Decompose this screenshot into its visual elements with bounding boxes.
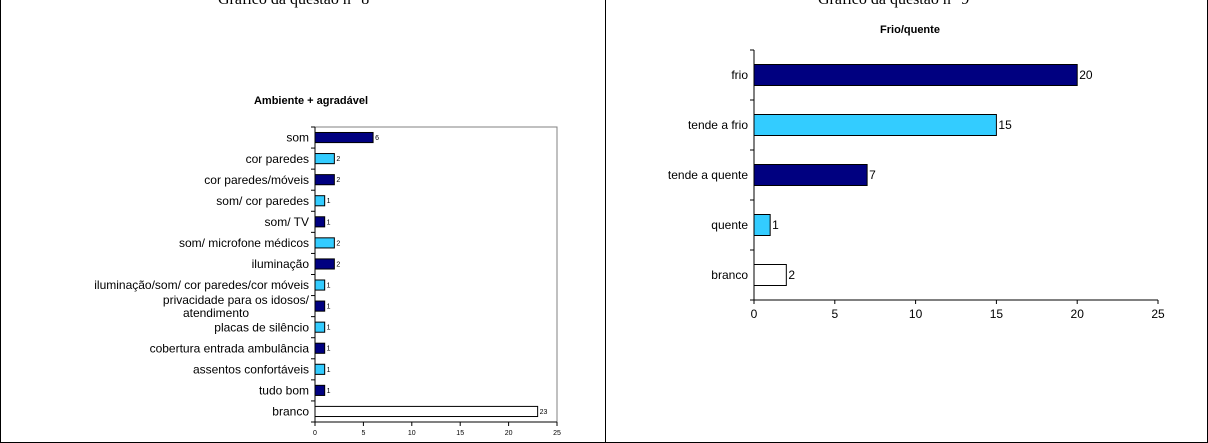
data-label: 2 <box>336 261 340 268</box>
chart-title: Ambiente + agradável <box>254 95 368 107</box>
data-label: 1 <box>327 367 331 374</box>
x-tick-label: 20 <box>1071 307 1085 321</box>
bar <box>314 342 326 354</box>
bar <box>314 384 326 396</box>
category-label: branco <box>272 405 309 419</box>
x-tick-label: 0 <box>751 307 758 321</box>
data-label: 2 <box>336 156 340 163</box>
bar <box>314 258 335 270</box>
x-tick-label: 0 <box>313 430 317 437</box>
category-label: branco <box>711 268 748 282</box>
data-label: 1 <box>327 304 331 311</box>
category-label: som/ microfone médicos <box>179 236 309 250</box>
x-tick-label: 5 <box>831 307 838 321</box>
x-tick-label: 10 <box>408 430 416 437</box>
category-label: som/ TV <box>265 215 309 229</box>
x-tick-label: 15 <box>990 307 1004 321</box>
bar <box>314 174 335 186</box>
category-label: quente <box>711 218 748 232</box>
category-label: cor paredes <box>246 152 309 166</box>
x-tick-label: 25 <box>553 430 561 437</box>
data-label: 2 <box>336 240 340 247</box>
bar <box>753 64 1078 86</box>
x-tick-label: 5 <box>361 430 365 437</box>
plot-frame <box>314 126 558 423</box>
category-label: iluminação/som/ cor paredes/cor móveis <box>94 278 309 292</box>
data-label: 7 <box>869 168 876 182</box>
bar <box>314 363 326 375</box>
bar <box>314 405 539 418</box>
data-label: 2 <box>788 268 795 282</box>
bar <box>314 153 335 165</box>
x-tick-label: 15 <box>456 430 464 437</box>
chart-ambiente: Ambiente + agradável 0 5 10 15 20 25 6 som 2 cor p… <box>94 95 561 437</box>
chart-title: Frio/quente <box>880 24 940 36</box>
category-label: assentos confortáveis <box>193 363 309 377</box>
data-label: 1 <box>327 388 331 395</box>
bar <box>314 216 326 228</box>
category-label: placas de silêncio <box>214 320 309 334</box>
bar <box>314 131 374 144</box>
data-label: 1 <box>327 282 331 289</box>
data-label: 1 <box>327 346 331 353</box>
category-label: tudo bom <box>259 384 309 398</box>
left-header: Gráfico da questão n° 8 <box>218 0 369 9</box>
data-label: 1 <box>772 218 779 232</box>
data-label: 1 <box>327 198 331 205</box>
data-label: 6 <box>375 135 379 142</box>
data-label: 2 <box>336 177 340 184</box>
category-label: frio <box>731 68 748 82</box>
category-label: cobertura entrada ambulância <box>150 341 310 355</box>
data-label: 1 <box>327 325 331 332</box>
bar <box>314 195 326 207</box>
bar <box>753 264 787 286</box>
x-tick-label: 20 <box>505 430 513 437</box>
x-tick-label: 10 <box>909 307 923 321</box>
chart-frio-quente: Frio/quente 0 5 10 15 20 25 20 frio 15 tende a fri… <box>668 24 1165 321</box>
category-label: som <box>286 131 309 145</box>
bar <box>314 279 326 291</box>
data-label: 20 <box>1079 68 1093 82</box>
bar <box>753 214 771 236</box>
bar <box>314 321 326 333</box>
data-label: 23 <box>540 409 548 416</box>
category-label: som/ cor paredes <box>216 194 309 208</box>
category-label: cor paredes/móveis <box>204 173 309 187</box>
bar <box>314 237 335 249</box>
bar <box>753 114 997 136</box>
category-label: iluminação <box>252 257 310 271</box>
category-label: privacidade para os idosos/atendimento <box>163 293 310 320</box>
x-tick-label: 25 <box>1151 307 1165 321</box>
right-header: Gráfico da questão n° 9 <box>818 0 969 9</box>
data-label: 1 <box>327 219 331 226</box>
bar <box>753 164 868 186</box>
category-label: tende a frio <box>688 118 748 132</box>
data-label: 15 <box>998 118 1012 132</box>
bar <box>314 300 326 312</box>
category-label: tende a quente <box>668 168 748 182</box>
